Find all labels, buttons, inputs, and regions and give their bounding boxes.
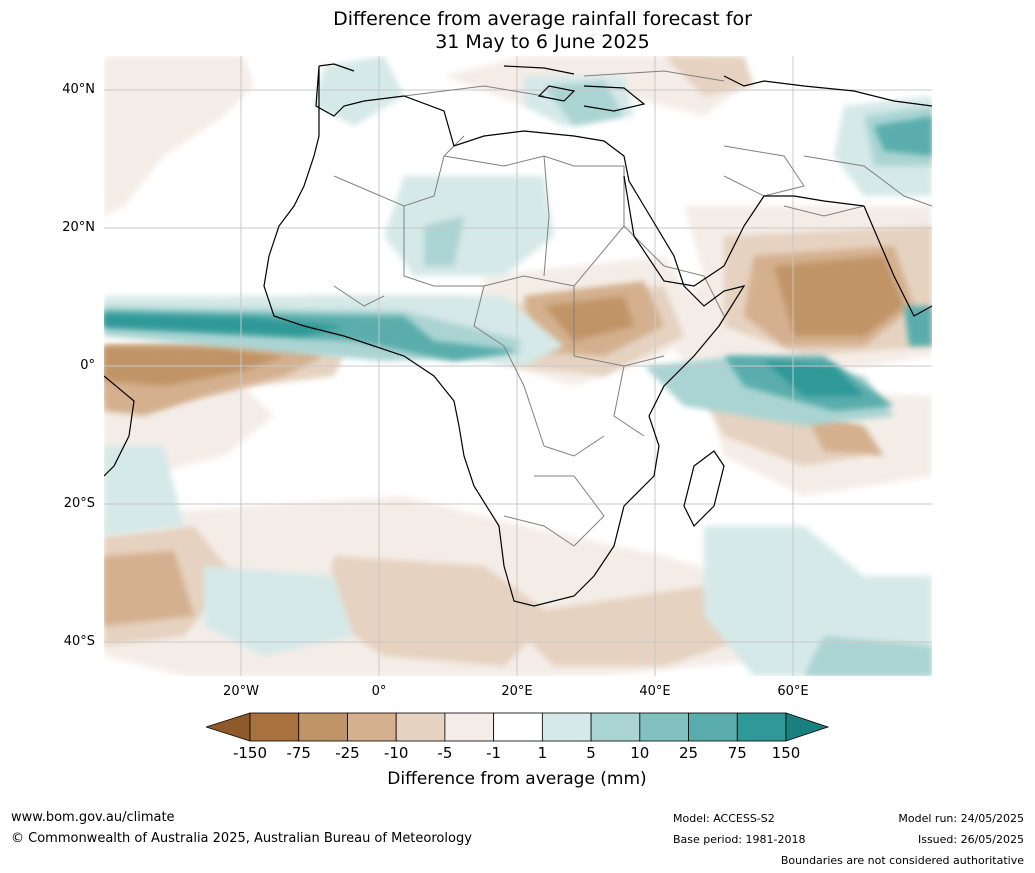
lon-label-20w: 20°W: [223, 684, 259, 699]
colorbar-bin: [395, 712, 446, 742]
coastlines: [104, 63, 932, 607]
lon-label-60e: 60°E: [777, 684, 809, 699]
base-period-info: Base period: 1981-2018: [673, 833, 806, 846]
colorbar-bin: [249, 712, 300, 742]
wet-extreme-areas: [104, 314, 864, 396]
colorbar-tick-label: 75: [727, 744, 747, 762]
colorbar-tick-label: -5: [437, 744, 453, 762]
colorbar-bin: [298, 712, 348, 742]
colorbar-tick-label: -150: [232, 744, 268, 762]
colorbar-tick-label: 10: [630, 744, 650, 762]
title-line-1: Difference from average rainfall forecas…: [333, 8, 752, 30]
title-line-2: 31 May to 6 June 2025: [435, 31, 650, 53]
colorbar-bins: [249, 712, 787, 742]
colorbar-low-extend: [206, 712, 251, 742]
issued-info: Issued: 26/05/2025: [917, 833, 1024, 846]
map-svg: [104, 56, 932, 676]
colorbar-bin: [493, 712, 543, 742]
model-run-info: Model run: 24/05/2025: [898, 812, 1024, 825]
colorbar-tick-label: -75: [286, 744, 311, 762]
rainfall-map: [104, 56, 932, 676]
lat-label-40s: 40°S: [63, 634, 95, 649]
colorbar-tick-label: -10: [383, 744, 409, 762]
colorbar-bin: [639, 712, 689, 742]
colorbar-bin: [736, 712, 787, 742]
lon-label-40e: 40°E: [639, 684, 671, 699]
colorbar-bin: [688, 712, 738, 742]
lat-label-0: 0°: [80, 358, 95, 373]
country-borders: [333, 70, 932, 547]
colorbar-tick-label: -25: [335, 744, 360, 762]
colorbar-tick-label: 150: [771, 744, 801, 762]
chart-title: Difference from average rainfall forecas…: [0, 8, 1035, 54]
lon-label-20e: 20°E: [501, 684, 533, 699]
lat-label-20s: 20°S: [63, 496, 95, 511]
colorbar-label: Difference from average (mm): [387, 769, 647, 789]
lat-label-40n: 40°N: [62, 82, 95, 97]
disclaimer-text: Boundaries are not considered authoritat…: [780, 854, 1024, 867]
copyright-text: © Commonwealth of Australia 2025, Austra…: [11, 831, 472, 846]
colorbar-bin: [541, 712, 592, 742]
lat-label-20n: 20°N: [62, 220, 95, 235]
colorbar-tick-label: 1: [537, 744, 548, 762]
website-link[interactable]: www.bom.gov.au/climate: [11, 810, 175, 825]
colorbar-bin: [444, 712, 495, 742]
colorbar-tick-label: -1: [486, 744, 502, 762]
colorbar-bin: [590, 712, 641, 742]
colorbar-high-extend: [785, 712, 830, 742]
lon-label-0: 0°: [371, 684, 387, 699]
colorbar-tick-label: 5: [586, 744, 596, 762]
model-info: Model: ACCESS-S2: [673, 812, 775, 825]
colorbar-tick-label: 25: [678, 744, 699, 762]
colorbar-bin: [347, 712, 397, 742]
graticule: [104, 56, 932, 676]
colorbar: [206, 712, 830, 742]
